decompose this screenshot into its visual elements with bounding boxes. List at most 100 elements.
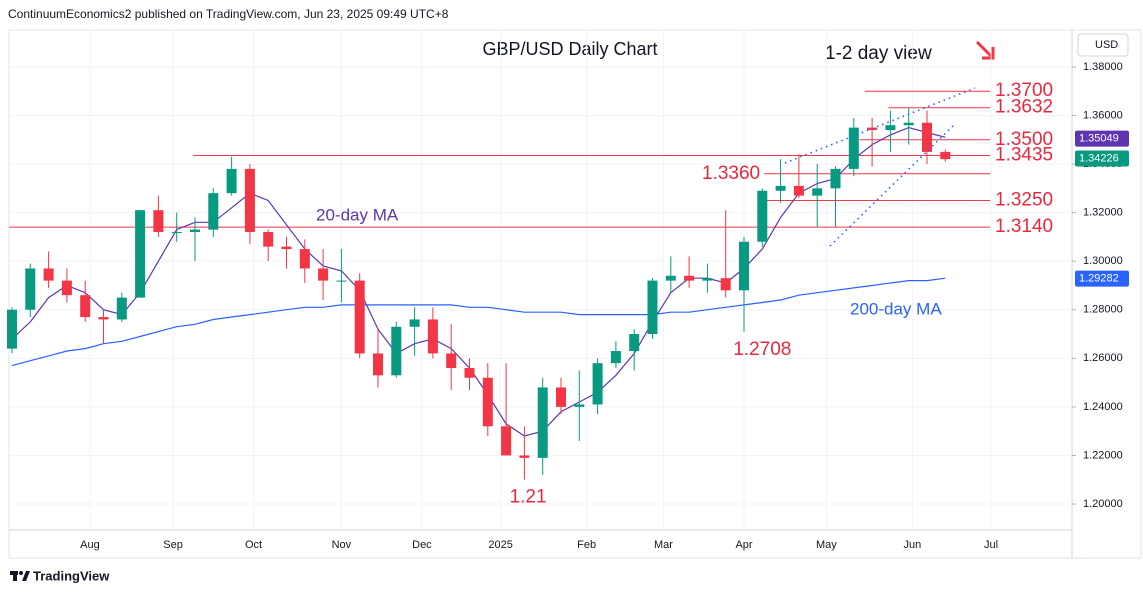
x-tick-label: Nov: [332, 539, 352, 551]
candle-body: [610, 351, 621, 364]
candle-body: [80, 295, 91, 318]
candle-body: [501, 426, 512, 456]
currency-box[interactable]: [1077, 33, 1129, 57]
level-label: 1.3140: [995, 216, 1053, 237]
x-tick-label: Feb: [577, 539, 596, 551]
candle-body: [556, 387, 566, 407]
candle-body: [135, 210, 146, 298]
y-tick-label: 1.24000: [1083, 401, 1123, 413]
y-tick-label: 1.22000: [1083, 449, 1123, 461]
candle-body: [25, 268, 36, 310]
candle-body: [43, 268, 54, 281]
header: ContinuumEconomics2 published on Trading…: [8, 7, 449, 21]
candle-body: [171, 232, 182, 234]
candle-body: [757, 190, 768, 242]
level-label: 1.3700: [995, 80, 1053, 101]
candle-body: [684, 275, 695, 281]
annotation: 1.2708: [733, 339, 791, 360]
price-tag: [1075, 130, 1129, 147]
candle-body: [373, 353, 383, 376]
price-tag: [1075, 150, 1129, 167]
y-tick-label: 1.28000: [1083, 304, 1123, 316]
view-arrow: [975, 40, 995, 60]
candle-body: [482, 377, 493, 427]
level-label: 1.3360: [702, 163, 760, 184]
y-tick-label: 1.30000: [1083, 255, 1123, 267]
level-label: 1.3632: [995, 97, 1053, 118]
view-label: 1-2 day view: [825, 43, 932, 64]
x-tick-label: Oct: [245, 539, 262, 551]
x-tick-label: Mar: [654, 539, 673, 551]
plot: [7, 30, 1072, 530]
candle-body: [244, 168, 255, 233]
candle-body: [647, 280, 658, 335]
x-tick-label: May: [816, 539, 837, 551]
candle-body: [7, 309, 17, 349]
footer-logo: [10, 571, 30, 581]
level-label: 1.3435: [995, 145, 1053, 166]
frame: [8, 29, 1142, 559]
chart-title: GBP/USD Daily Chart: [482, 39, 657, 59]
price-tag-label: 1.29282: [1079, 273, 1119, 285]
level-label: 1.3250: [995, 189, 1053, 210]
y-tick-label: 1.32000: [1083, 207, 1123, 219]
candle-body: [665, 275, 676, 281]
candle-body: [409, 319, 420, 327]
candle-body: [464, 368, 475, 378]
x-tick-label: 2025: [488, 539, 512, 551]
candle-body: [629, 334, 640, 352]
y-tick-label: 1.26000: [1083, 352, 1123, 364]
candle-body: [208, 193, 219, 230]
candle-body: [793, 185, 804, 196]
candle-body: [702, 278, 713, 281]
channel: [784, 87, 976, 247]
candle-body: [885, 125, 896, 131]
price-tag: [1075, 270, 1129, 287]
candle-body: [391, 326, 402, 376]
candle-body: [446, 353, 457, 369]
y-tick-label: 1.20000: [1083, 498, 1123, 510]
candle-body: [116, 297, 127, 320]
candle-body: [318, 268, 329, 281]
footer: TradingView: [33, 568, 110, 583]
candle-body: [739, 241, 749, 291]
candle-body: [427, 319, 438, 354]
x-tick-label: Aug: [80, 539, 100, 551]
candle-body: [354, 280, 365, 354]
candle-body: [830, 168, 841, 189]
x-tick-label: Sep: [163, 539, 183, 551]
price-tag-label: 1.35049: [1079, 132, 1119, 144]
y-tick-label: 1.38000: [1083, 61, 1123, 73]
candle-body: [922, 122, 932, 152]
candle-body: [190, 229, 200, 233]
ma-line: [11, 277, 946, 367]
candle-body: [336, 280, 347, 282]
candle-body: [519, 455, 530, 458]
candle-body: [61, 280, 72, 296]
candle-body: [812, 188, 823, 196]
candle-body: [226, 168, 237, 194]
candle-body: [903, 122, 914, 126]
candle-body: [574, 404, 585, 407]
ma200-label: 200-day MA: [850, 299, 942, 318]
candle-body: [848, 127, 859, 169]
candle-body: [537, 387, 548, 458]
ma20-label: 20-day MA: [316, 205, 399, 224]
candle-body: [775, 185, 786, 191]
x-tick-label: Apr: [735, 539, 752, 551]
x-tick-label: Dec: [412, 539, 432, 551]
currency: USD: [1095, 39, 1118, 51]
y-tick-label: 1.36000: [1083, 109, 1123, 121]
candle-body: [153, 210, 164, 233]
candle-body: [940, 151, 951, 160]
annotation: 1.21: [510, 487, 547, 508]
candle-body: [592, 363, 603, 405]
candle-body: [720, 278, 731, 291]
x-tick-label: Jul: [984, 539, 998, 551]
candle-body: [98, 317, 109, 320]
ma-line: [11, 126, 946, 437]
candle-body: [299, 249, 310, 269]
x-tick-label: Jun: [903, 539, 921, 551]
